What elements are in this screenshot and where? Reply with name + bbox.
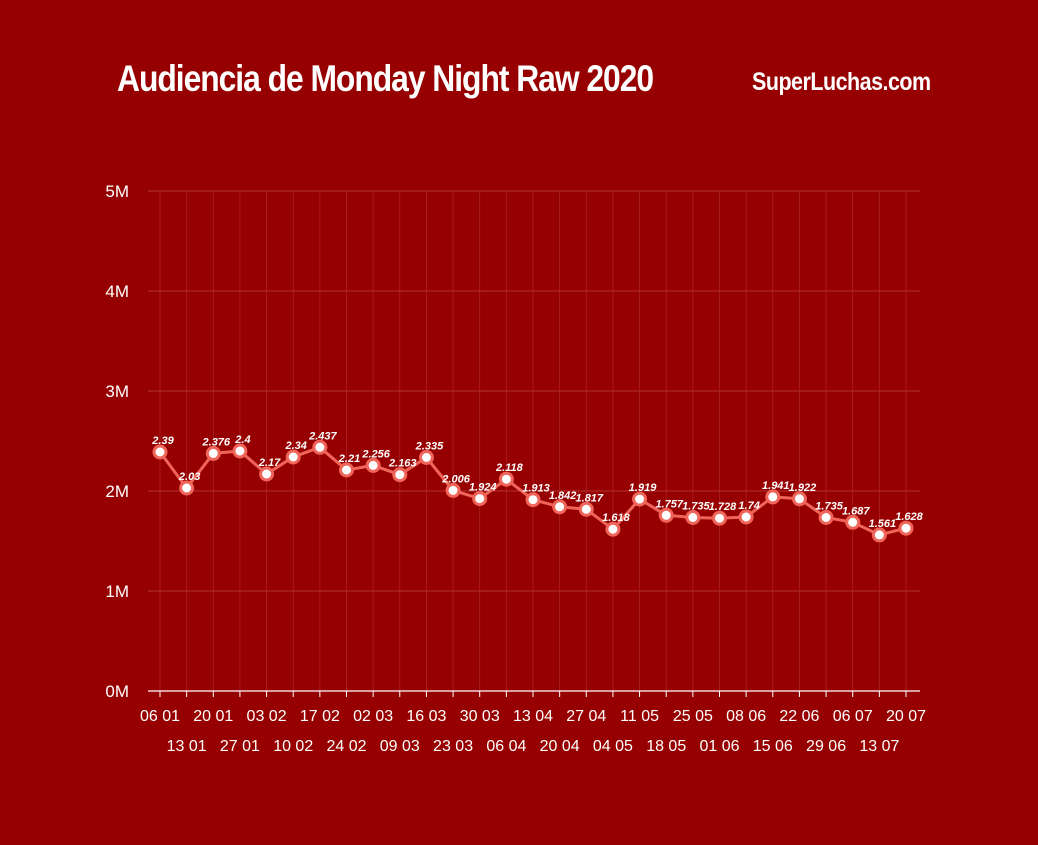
data-point bbox=[232, 443, 248, 459]
data-label: 2.118 bbox=[495, 462, 524, 474]
data-label: 1.817 bbox=[576, 492, 604, 504]
x-tick-label: 20 01 bbox=[193, 708, 233, 725]
data-point bbox=[285, 449, 301, 465]
data-point bbox=[365, 457, 381, 473]
data-point bbox=[791, 491, 807, 507]
data-label: 2.256 bbox=[361, 448, 390, 460]
data-point bbox=[445, 482, 461, 498]
x-tick-label: 25 05 bbox=[673, 708, 713, 725]
data-label: 1.913 bbox=[522, 483, 550, 495]
data-label: 1.757 bbox=[655, 498, 683, 510]
y-tick-label: 5M bbox=[105, 182, 129, 201]
x-tick-label: 29 06 bbox=[806, 738, 846, 755]
x-tick-label: 20 04 bbox=[540, 738, 580, 755]
data-label: 2.21 bbox=[338, 453, 360, 465]
data-point bbox=[712, 510, 727, 526]
data-point bbox=[578, 501, 594, 517]
x-tick-label: 27 04 bbox=[566, 708, 606, 725]
grid bbox=[148, 190, 920, 691]
x-tick-label: 22 06 bbox=[779, 708, 819, 725]
data-point bbox=[205, 445, 221, 461]
data-point bbox=[818, 510, 834, 525]
data-label: 1.74 bbox=[738, 500, 759, 512]
data-point bbox=[525, 492, 541, 508]
data-point bbox=[312, 439, 328, 455]
data-label: 2.376 bbox=[202, 436, 231, 448]
x-tick-label: 02 03 bbox=[353, 708, 393, 725]
data-point bbox=[738, 509, 754, 525]
data-point bbox=[898, 520, 914, 536]
x-tick-label: 13 04 bbox=[513, 708, 553, 725]
data-point bbox=[658, 507, 674, 523]
data-label: 1.728 bbox=[709, 501, 737, 513]
data-label: 2.34 bbox=[285, 440, 307, 452]
x-tick-label: 15 06 bbox=[753, 738, 793, 755]
x-tick-label: 16 03 bbox=[406, 708, 446, 725]
data-point bbox=[472, 491, 488, 507]
y-tick-label: 0M bbox=[105, 682, 129, 701]
data-point bbox=[418, 450, 434, 465]
chart-title: Audiencia de Monday Night Raw 2020 bbox=[117, 58, 654, 99]
data-point bbox=[498, 471, 514, 487]
x-tick-label: 04 05 bbox=[593, 738, 633, 755]
data-label: 1.922 bbox=[789, 482, 817, 494]
x-tick-label: 06 04 bbox=[486, 738, 526, 755]
data-label: 1.842 bbox=[549, 490, 577, 502]
data-point bbox=[685, 510, 701, 525]
data-point bbox=[871, 527, 887, 543]
x-tick-label: 18 05 bbox=[646, 738, 686, 755]
data-point bbox=[179, 480, 195, 496]
data-label: 1.618 bbox=[602, 512, 630, 524]
data-label: 1.924 bbox=[469, 482, 497, 494]
data-point bbox=[552, 499, 568, 515]
data-label: 1.941 bbox=[762, 480, 790, 492]
x-tick-label: 06 01 bbox=[140, 708, 180, 725]
data-label: 2.437 bbox=[308, 430, 337, 442]
x-tick-label: 24 02 bbox=[326, 738, 366, 755]
data-point bbox=[392, 467, 408, 483]
y-tick-label: 2M bbox=[105, 482, 129, 501]
data-label: 1.735 bbox=[815, 501, 843, 513]
y-tick-label: 3M bbox=[105, 382, 129, 401]
x-tick-label: 06 07 bbox=[833, 708, 873, 725]
data-label: 1.687 bbox=[842, 505, 870, 517]
data-label: 2.17 bbox=[258, 457, 281, 469]
data-label: 2.4 bbox=[234, 434, 250, 446]
x-tick-label: 11 05 bbox=[620, 708, 659, 725]
y-tick-label: 1M bbox=[105, 582, 129, 601]
data-point bbox=[765, 489, 781, 505]
data-label: 2.39 bbox=[151, 435, 174, 447]
data-label: 2.163 bbox=[388, 458, 417, 470]
data-label: 2.335 bbox=[415, 441, 444, 453]
chart-header: Audiencia de Monday Night Raw 2020 Super… bbox=[0, 52, 1038, 108]
data-point bbox=[605, 521, 621, 537]
data-point bbox=[152, 444, 168, 460]
y-tick-label: 4M bbox=[105, 282, 129, 301]
data-label: 1.628 bbox=[895, 511, 923, 523]
data-label: 1.561 bbox=[869, 518, 897, 530]
x-tick-label: 10 02 bbox=[273, 738, 313, 755]
x-tick-label: 01 06 bbox=[699, 738, 739, 755]
x-tick-label: 13 01 bbox=[167, 738, 207, 755]
x-tick-label: 20 07 bbox=[886, 708, 926, 725]
data-point bbox=[259, 466, 275, 482]
data-label: 2.006 bbox=[441, 473, 470, 485]
data-label: 1.919 bbox=[629, 482, 657, 494]
x-tick-label: 13 07 bbox=[859, 738, 899, 755]
x-tick-label: 03 02 bbox=[247, 708, 287, 725]
data-label: 1.735 bbox=[682, 501, 710, 513]
data-point bbox=[845, 514, 861, 530]
x-tick-label: 08 06 bbox=[726, 708, 766, 725]
data-point bbox=[339, 462, 354, 478]
x-tick-label: 09 03 bbox=[380, 738, 420, 755]
x-tick-label: 30 03 bbox=[460, 708, 500, 725]
data-label: 2.03 bbox=[178, 471, 200, 483]
brand-label: SuperLuchas.com bbox=[752, 68, 931, 96]
data-point bbox=[632, 491, 648, 507]
x-tick-label: 23 03 bbox=[433, 738, 473, 755]
x-tick-label: 27 01 bbox=[220, 738, 260, 755]
x-tick-label: 17 02 bbox=[300, 708, 340, 725]
